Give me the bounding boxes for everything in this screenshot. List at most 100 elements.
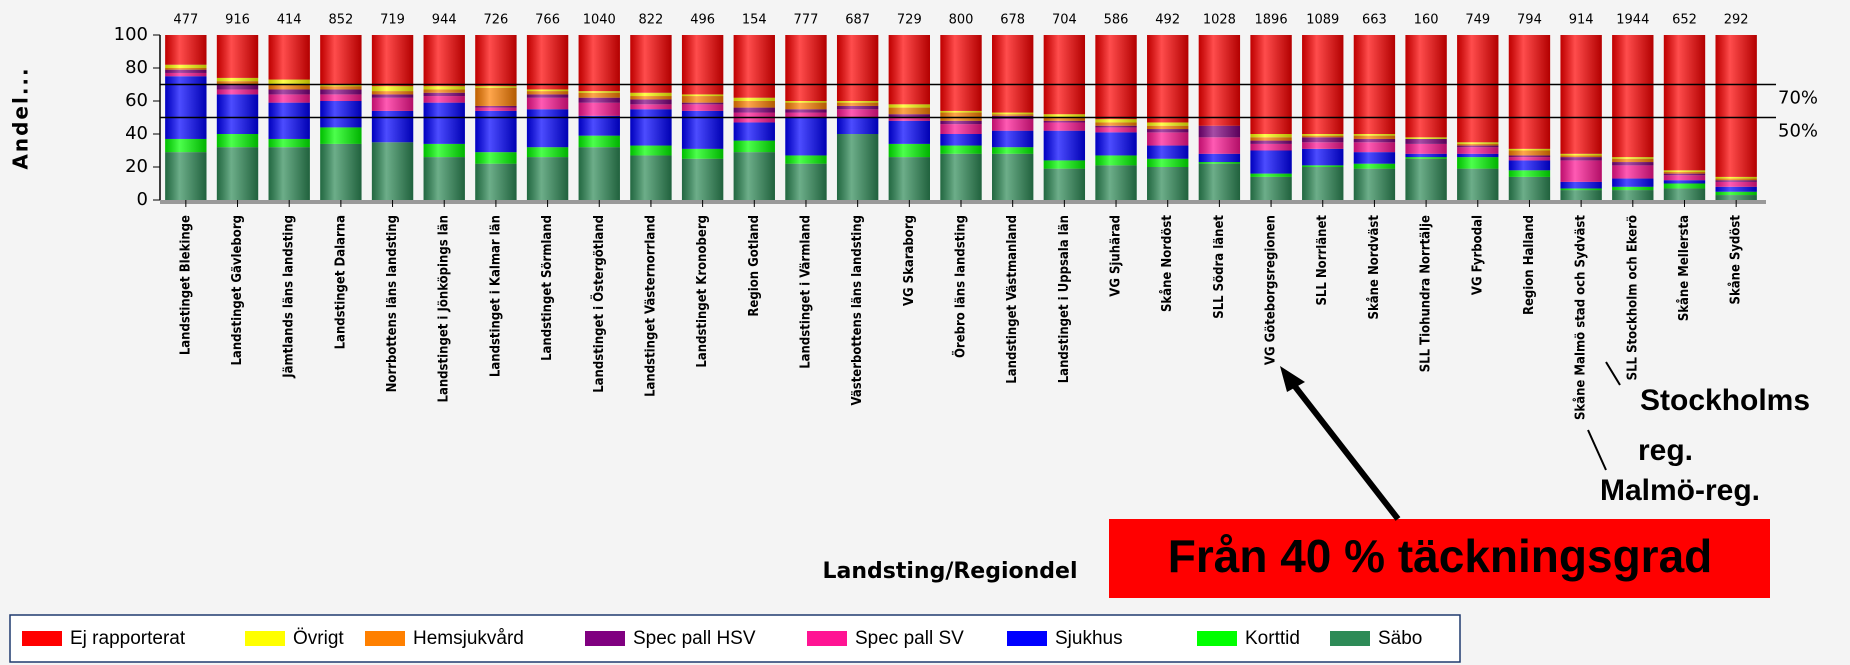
bar-count: 492 — [1155, 13, 1180, 28]
bar-count: 822 — [639, 13, 664, 28]
reference-label: 50% — [1778, 121, 1818, 142]
bar-count: 729 — [897, 13, 922, 28]
x-tick-label: VG Göteborgsregionen — [1264, 215, 1279, 365]
x-tick-label: Skåne Nordöst — [1160, 215, 1175, 312]
x-tick-label: Skåne Sydöst — [1729, 215, 1744, 305]
annotation: reg. — [1638, 434, 1693, 467]
y-tick-label: 40 — [125, 123, 148, 144]
bar-count: 1896 — [1255, 13, 1288, 28]
x-tick-label: SLL Tiohundra Norrtälje — [1419, 215, 1434, 372]
bar-count: 777 — [794, 13, 819, 28]
bar-count: 678 — [1000, 13, 1025, 28]
legend-swatch — [1330, 631, 1370, 646]
x-tick-label: Västerbottens läns landsting — [850, 215, 865, 406]
legend-swatch — [807, 631, 847, 646]
y-tick-label: 60 — [125, 90, 148, 111]
legend-label: Säbo — [1378, 628, 1422, 649]
x-tick-label: Landstinget Västmanland — [1005, 215, 1020, 384]
bar-count: 1944 — [1616, 13, 1649, 28]
bar-count: 944 — [432, 13, 457, 28]
bar-count: 766 — [535, 13, 560, 28]
bar-count: 916 — [225, 13, 250, 28]
legend-label: Hemsjukvård — [413, 628, 524, 649]
x-tick-label: SLL Norrlänet — [1315, 215, 1330, 306]
legend-swatch — [1007, 631, 1047, 646]
x-tick-label: Jämtlands läns landsting — [282, 215, 297, 379]
plot-shadow — [160, 200, 1766, 204]
x-tick-label: Landstinget Sörmland — [540, 215, 555, 361]
x-tick-label: Landstinget Västernorrland — [643, 215, 658, 397]
bar-count: 160 — [1414, 13, 1439, 28]
x-tick-label: Skåne Mellersta — [1677, 215, 1692, 321]
x-tick-label: VG Sjuhärad — [1109, 215, 1124, 297]
annotation-arrow — [1605, 361, 1621, 386]
callout-box — [1109, 519, 1770, 598]
x-tick-label: SLL Stockholm och Ekerö — [1625, 215, 1640, 380]
legend-swatch — [22, 631, 62, 646]
legend-swatch — [245, 631, 285, 646]
x-tick-label: Landstinget i Jönköpings län — [437, 215, 452, 402]
callout-arrow — [1287, 378, 1401, 521]
bar-count: 414 — [277, 13, 302, 28]
x-tick-label: Landstinget Dalarna — [333, 215, 348, 349]
y-tick-label: 100 — [114, 24, 148, 45]
legend-swatch — [585, 631, 625, 646]
bar-count: 749 — [1465, 13, 1490, 28]
callout-text: Från 40 % täckningsgrad — [1168, 530, 1713, 582]
legend-label: Övrigt — [293, 628, 344, 649]
callout-arrowhead — [1280, 366, 1305, 392]
bar-count: 1028 — [1203, 13, 1236, 28]
x-tick-label: Norrbottens läns landsting — [385, 215, 400, 392]
x-tick-label: VG Fyrbodal — [1470, 215, 1485, 295]
bar-count: 687 — [845, 13, 870, 28]
x-tick-label: Landstinget i Kalmar län — [488, 215, 503, 377]
bar-count: 477 — [173, 13, 198, 28]
x-tick-label: Landstinget Kronoberg — [695, 215, 710, 368]
x-tick-label: Landstinget i Värmland — [798, 215, 813, 369]
bar-count: 726 — [483, 13, 508, 28]
bar-count: 663 — [1362, 13, 1387, 28]
reference-label: 70% — [1778, 88, 1818, 109]
x-tick-label: Landstinget i Uppsala län — [1057, 215, 1072, 383]
x-tick-label: Skåne Malmö stad och Sydväst — [1574, 215, 1589, 420]
legend-swatch — [365, 631, 405, 646]
bar-count: 704 — [1052, 13, 1077, 28]
x-tick-label: Örebro läns landsting — [953, 215, 969, 358]
bar-count: 794 — [1517, 13, 1542, 28]
x-axis-label: Landsting/Regiondel — [822, 559, 1077, 584]
bar-count: 719 — [380, 13, 405, 28]
legend-label: Spec pall HSV — [633, 628, 756, 649]
x-tick-label: SLL Södra länet — [1212, 215, 1227, 319]
bar-count: 292 — [1724, 13, 1749, 28]
bar-count: 586 — [1104, 13, 1129, 28]
legend-label: Korttid — [1245, 628, 1300, 649]
annotation-arrow — [1587, 429, 1607, 471]
y-tick-label: 0 — [137, 189, 148, 210]
bar-count: 914 — [1569, 13, 1594, 28]
legend-label: Spec pall SV — [855, 628, 964, 649]
x-tick-label: Skåne Nordväst — [1367, 215, 1382, 320]
y-tick-label: 20 — [125, 156, 148, 177]
bar-count: 1089 — [1306, 13, 1339, 28]
x-tick-label: Region Gotland — [747, 215, 762, 317]
x-tick-label: VG Skaraborg — [902, 215, 917, 306]
annotation: Stockholms — [1640, 384, 1810, 417]
x-tick-label: Landstinget Gävleborg — [230, 215, 245, 366]
x-tick-label: Landstinget Blekinge — [178, 215, 193, 355]
bar-count: 496 — [690, 13, 715, 28]
bar-count: 652 — [1672, 13, 1697, 28]
x-tick-label: Landstinget i Östergötland — [591, 215, 607, 393]
bar-count: 1040 — [583, 13, 616, 28]
bar-count: 800 — [949, 13, 974, 28]
bar-count: 852 — [328, 13, 353, 28]
legend-swatch — [1197, 631, 1237, 646]
annotation: Malmö-reg. — [1600, 474, 1760, 507]
bar-count: 154 — [742, 13, 767, 28]
legend-label: Sjukhus — [1055, 628, 1123, 649]
y-tick-label: 80 — [125, 57, 148, 78]
y-axis-label: Andel... — [9, 66, 33, 169]
x-tick-label: Region Halland — [1522, 215, 1537, 315]
legend-label: Ej rapporterat — [70, 628, 186, 649]
